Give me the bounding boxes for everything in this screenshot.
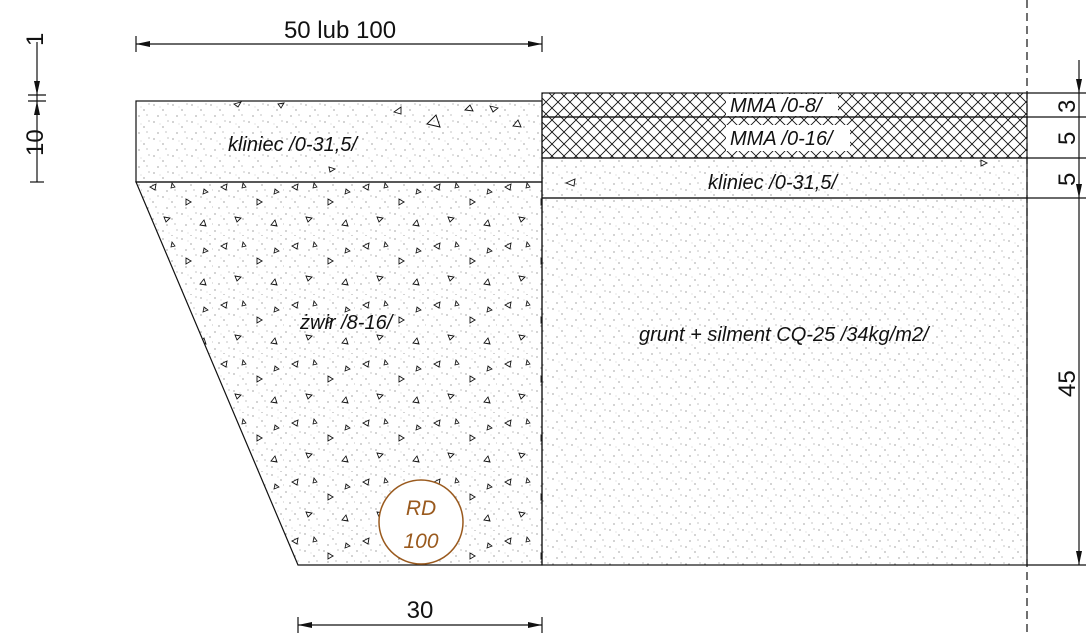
rd-100-badge: RD 100 — [378, 479, 464, 565]
badge-line1: RD — [406, 497, 436, 520]
label-gravel: żwir /8-16/ — [299, 312, 395, 334]
label-mma-0-16: MMA /0-16/ — [730, 128, 835, 150]
dim-right-mma16-text: 5 — [1054, 132, 1081, 145]
left-kliniec-layer — [135, 100, 543, 183]
dimension-right-vertical — [1027, 60, 1086, 566]
dimension-bottom-width — [297, 617, 543, 633]
label-right-kliniec: kliniec /0-31,5/ — [708, 172, 839, 194]
dim-bottom-width-text: 30 — [407, 597, 434, 624]
label-mma-0-8: MMA /0-8/ — [730, 95, 824, 117]
dim-left-small-text: 1 — [22, 33, 49, 46]
dim-top-width-text: 50 lub 100 — [284, 17, 396, 44]
dim-right-base-text: 45 — [1054, 370, 1081, 397]
dimension-top-width — [135, 36, 543, 52]
dimension-left-vertical — [28, 42, 46, 183]
base-soil-layer — [541, 197, 1028, 566]
label-base: grunt + silment CQ-25 /34kg/m2/ — [639, 324, 931, 346]
label-left-kliniec: kliniec /0-31,5/ — [228, 134, 359, 156]
dim-right-kliniec-text: 5 — [1054, 173, 1081, 186]
dim-right-mma8-text: 3 — [1054, 100, 1081, 113]
dim-left-large-text: 10 — [22, 129, 49, 156]
badge-line2: 100 — [403, 530, 438, 553]
left-gravel-layer — [135, 181, 543, 566]
right-kliniec-layer — [541, 157, 1028, 199]
